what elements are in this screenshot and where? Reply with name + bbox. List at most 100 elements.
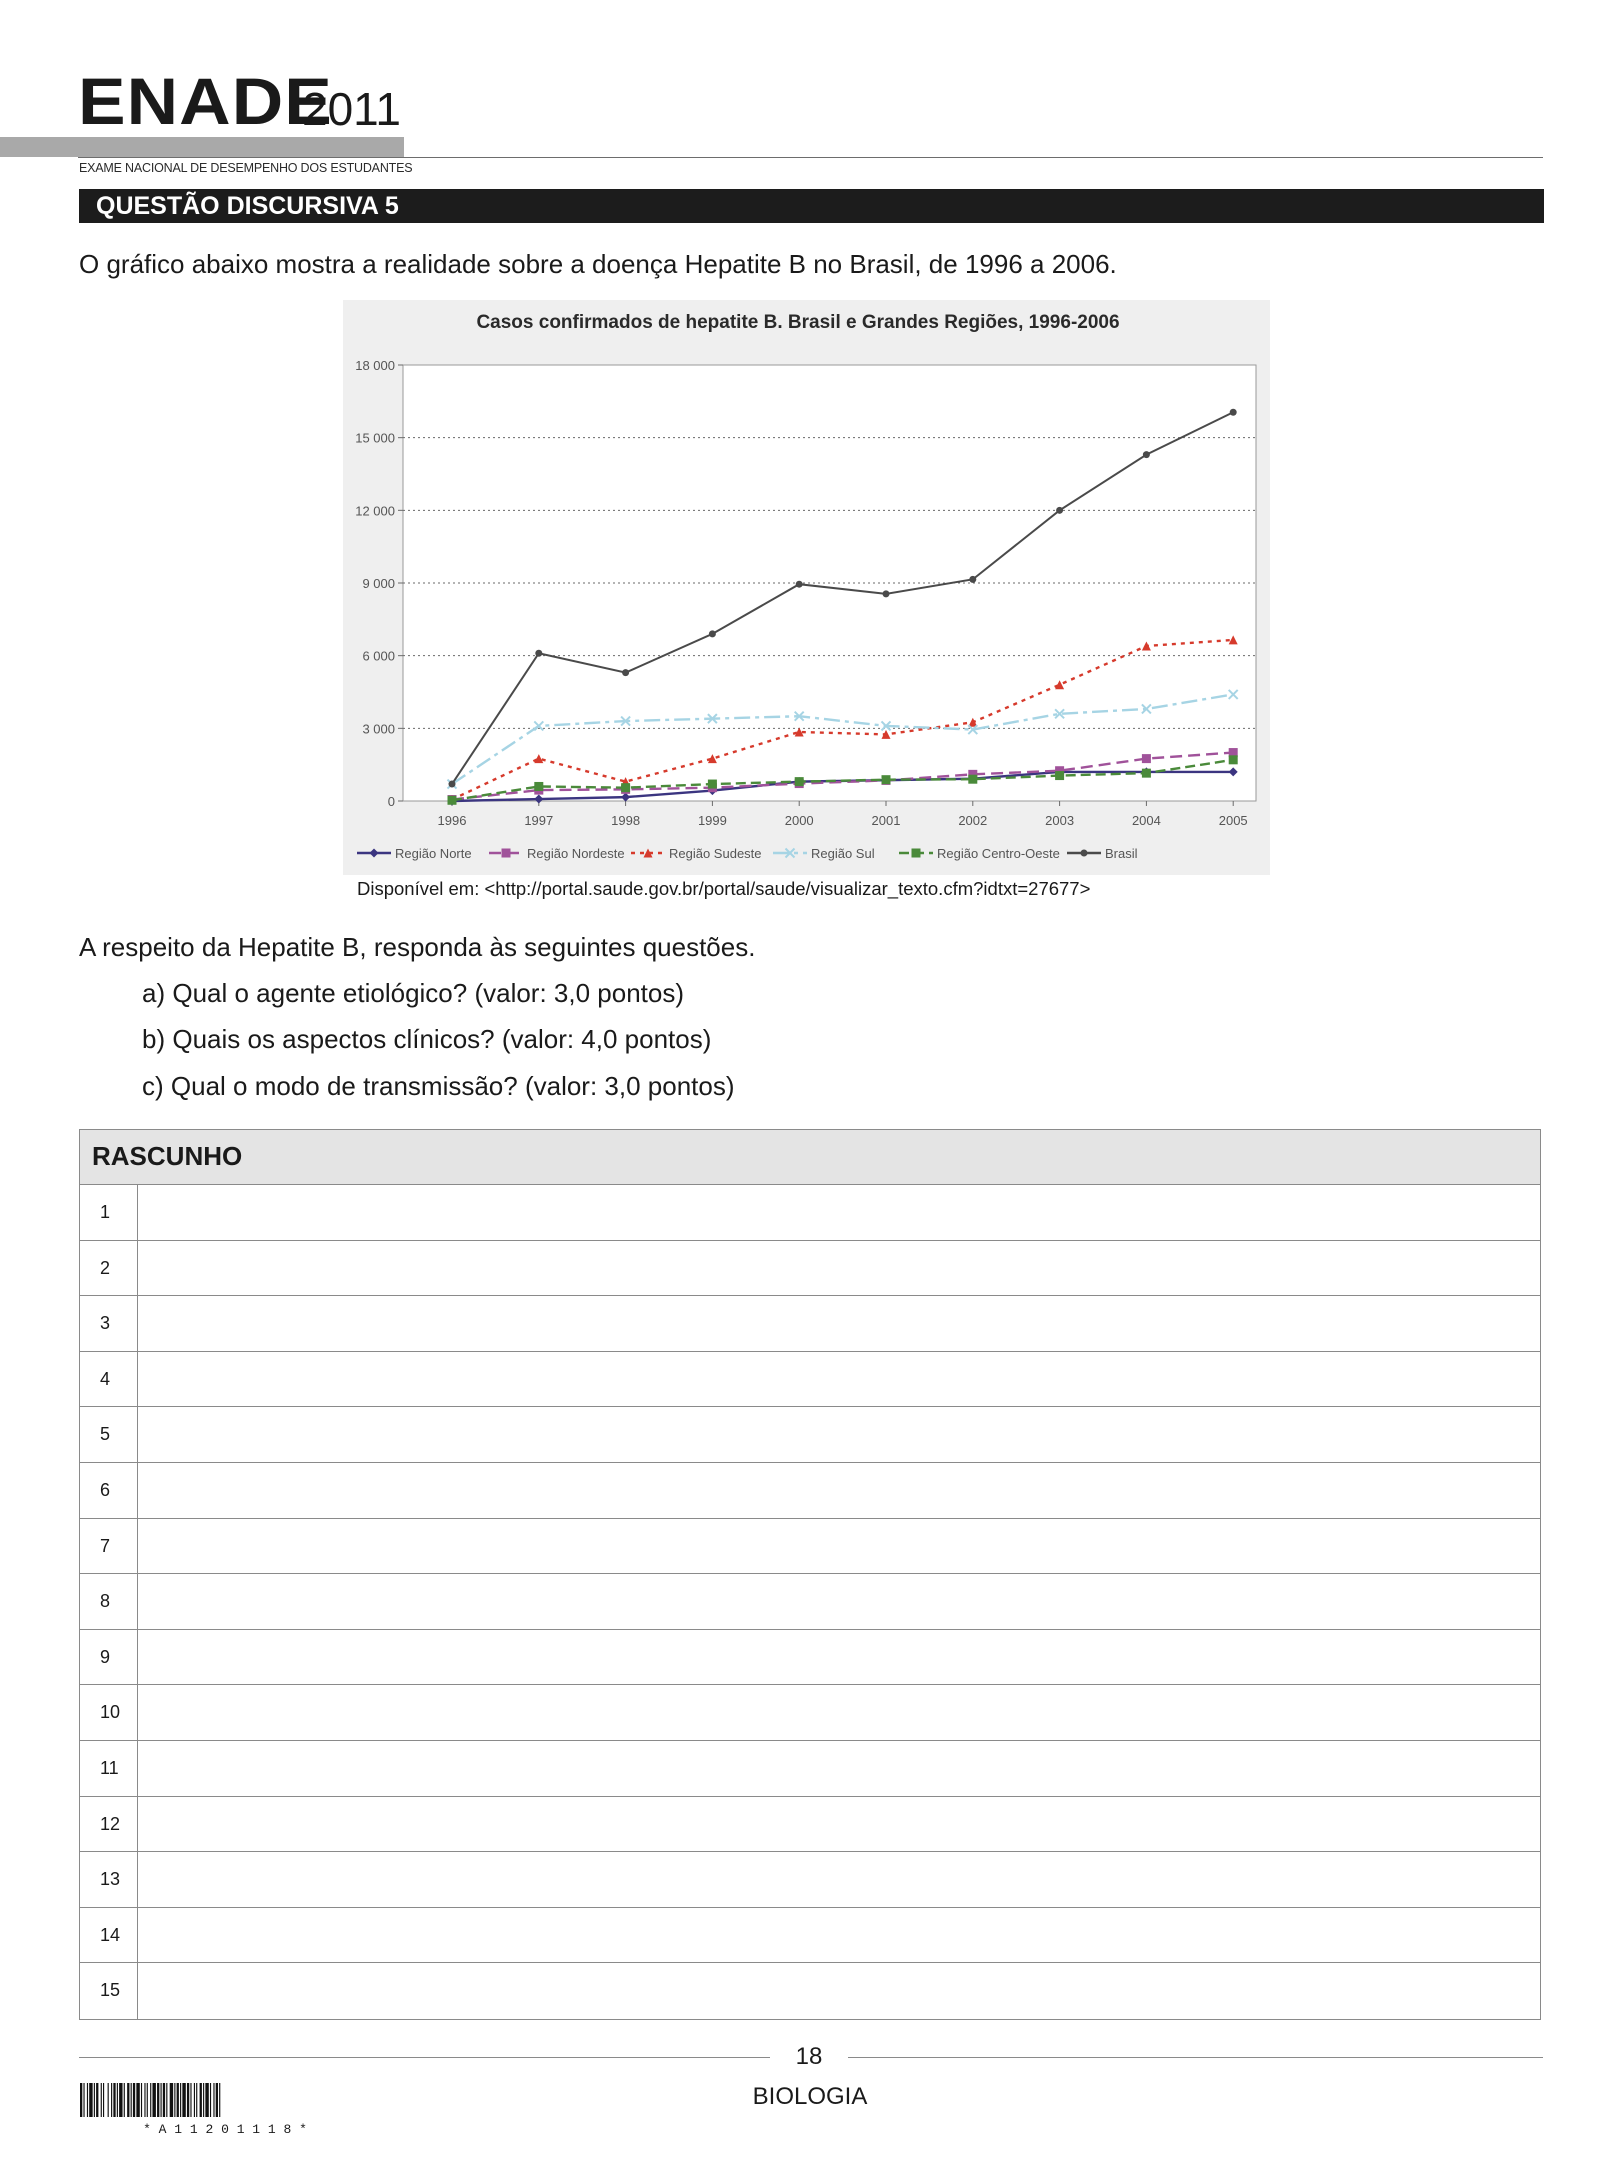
hepatitis-line-chart: Casos confirmados de hepatite B. Brasil … (343, 300, 1270, 875)
barcode-bar (100, 2083, 102, 2117)
data-point (1055, 766, 1065, 776)
rascunho-writing-area (138, 1574, 1540, 1629)
series-regi-o-centro-oeste (447, 755, 1238, 805)
discipline-label: BIOLOGIA (752, 2083, 868, 2110)
rascunho-line: 4 (80, 1351, 1540, 1408)
data-point (1056, 506, 1064, 514)
data-point (707, 779, 717, 789)
x-tick-label: 2002 (958, 813, 987, 828)
legend-label: Brasil (1105, 846, 1138, 861)
data-point (967, 724, 979, 735)
chart-title: Casos confirmados de hepatite B. Brasil … (476, 312, 1119, 333)
rascunho-line-number: 1 (80, 1185, 138, 1240)
data-point (533, 720, 545, 732)
question-title-bar: QUESTÃO DISCURSIVA 5 (79, 189, 1544, 223)
rascunho-lines: 1 2 3 4 5 6 7 8 9 10 11 12 13 14 15 (80, 1185, 1540, 2019)
data-point (622, 669, 630, 677)
legend: Região Norte Região Nordeste Região Sudest… (357, 846, 1138, 861)
data-point (643, 848, 653, 858)
barcode-bar (144, 2083, 146, 2117)
question-a: a) Qual o agente etiológico? (valor: 3,0… (142, 978, 685, 1008)
barcode-bar (215, 2083, 218, 2117)
header-rule (78, 157, 1543, 158)
rascunho-line: 10 (80, 1685, 1540, 1741)
rascunho-writing-area (138, 1852, 1540, 1907)
barcode: * A 1 1 2 0 1 1 1 8 * (80, 2083, 307, 2135)
data-point (369, 848, 379, 858)
barcode-bar (103, 2083, 105, 2117)
rascunho-line-number: 12 (80, 1796, 138, 1852)
x-tick-label: 2004 (1132, 813, 1161, 828)
data-point (795, 580, 803, 588)
rascunho-line-number: 11 (80, 1740, 138, 1796)
rascunho-line-number: 6 (80, 1462, 138, 1518)
barcode-text: * A 1 1 2 0 1 1 1 8 * (143, 2122, 307, 2135)
data-point (968, 717, 978, 727)
data-point (794, 727, 804, 737)
barcode-bar (136, 2083, 140, 2117)
barcode-bar (219, 2083, 221, 2117)
rascunho-line: 11 (80, 1740, 1540, 1797)
barcode-bar (199, 2083, 202, 2117)
data-point (534, 754, 544, 764)
barcode-bar (127, 2083, 130, 2117)
data-point (448, 780, 456, 788)
data-point (447, 795, 457, 805)
barcode-bar (83, 2083, 85, 2117)
barcode-bar (86, 2083, 89, 2117)
data-point (1141, 641, 1151, 651)
data-point-stroke (1054, 708, 1065, 720)
series-layer (446, 408, 1239, 806)
rascunho-line-number: 13 (80, 1852, 138, 1907)
data-point-stroke (620, 715, 631, 727)
rascunho-line-number: 8 (80, 1574, 138, 1629)
data-point-stroke (707, 713, 718, 724)
y-tick-label: 15 000 (355, 431, 395, 446)
data-point (535, 649, 543, 657)
barcode-bar (162, 2083, 166, 2117)
barcode-bar (166, 2083, 168, 2117)
barcode-bar (89, 2083, 93, 2117)
barcode-bar (132, 2083, 136, 2117)
rascunho-line: 7 (80, 1518, 1540, 1575)
y-tick-label: 3 000 (362, 721, 395, 736)
y-tick-label: 12 000 (355, 503, 395, 518)
x-tick-label: 2003 (1045, 813, 1074, 828)
data-point (882, 590, 890, 598)
series-line (451, 411, 1234, 785)
data-point (1142, 451, 1150, 459)
data-point (793, 711, 805, 722)
data-point-stroke (793, 711, 805, 722)
data-point (620, 715, 631, 727)
data-point (1227, 689, 1239, 700)
data-point (794, 777, 804, 787)
barcode-bar (160, 2083, 162, 2117)
enade-logo-year: 2011 (302, 83, 401, 135)
barcode-bar (119, 2083, 123, 2117)
data-point (501, 848, 511, 858)
rascunho-line-number: 7 (80, 1518, 138, 1574)
rascunho-line-number: 10 (80, 1685, 138, 1740)
rascunho-writing-area (138, 1963, 1540, 2019)
footer-rule-right (848, 2057, 1543, 2058)
rascunho-line-number: 4 (80, 1351, 138, 1407)
data-point (1055, 680, 1065, 690)
barcode-bar (111, 2083, 113, 2117)
y-tick-label: 9 000 (362, 576, 395, 591)
series-line (451, 751, 1234, 801)
barcode-bar (130, 2083, 132, 2117)
rascunho-box: RASCUNHO 1 2 3 4 5 6 7 8 9 10 11 12 13 14 15 (79, 1129, 1541, 2020)
data-point (621, 783, 631, 793)
rascunho-writing-area (138, 1519, 1540, 1574)
rascunho-line: 3 (80, 1296, 1540, 1352)
barcode-bar (113, 2083, 116, 2117)
data-point (1228, 767, 1238, 777)
data-point (1141, 768, 1151, 778)
rascunho-writing-area (138, 1741, 1540, 1796)
barcode-bar (116, 2083, 118, 2117)
rascunho-line: 13 (80, 1852, 1540, 1908)
barcode-bar (193, 2083, 195, 2117)
data-point (707, 713, 718, 724)
series-brasil (448, 408, 1237, 788)
enade-logo-word: ENADE (78, 64, 333, 138)
